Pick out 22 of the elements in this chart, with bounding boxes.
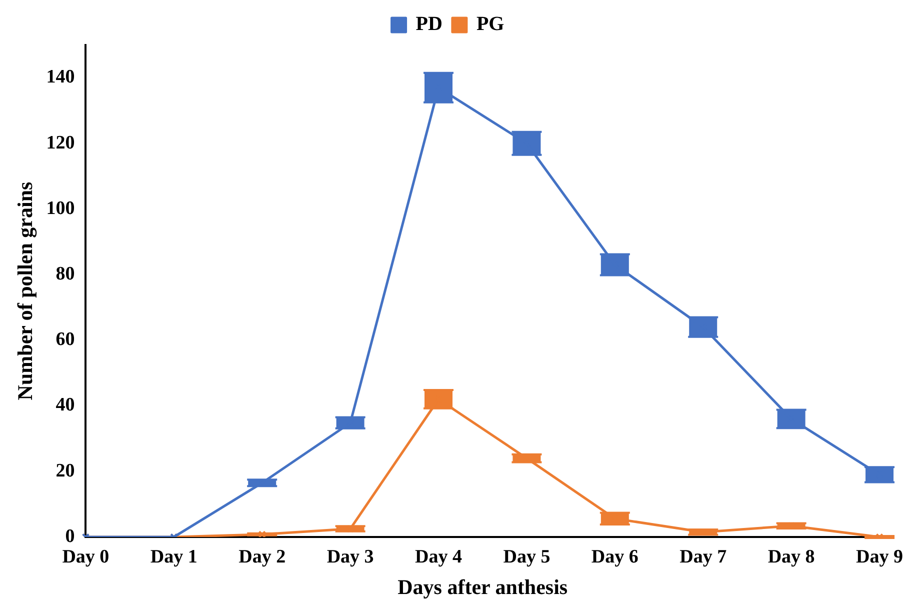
x-tick-label: Day 6 <box>591 546 638 568</box>
x-tick-label: Day 7 <box>680 546 728 568</box>
x-tick-label: Day 2 <box>238 546 286 568</box>
x-tick-label: Day 4 <box>415 546 462 568</box>
x-tick-label: Day 5 <box>503 546 550 568</box>
y-tick-label: 40 <box>56 394 75 416</box>
x-tick-label: Day 1 <box>150 546 198 568</box>
y-tick-label: 100 <box>46 198 75 219</box>
x-tick-label: Day 0 <box>62 546 110 568</box>
x-tick-label: Day 3 <box>326 546 374 568</box>
y-tick-label: 140 <box>46 66 75 88</box>
y-tick-label: 80 <box>56 264 75 285</box>
y-tick-label: 60 <box>56 329 75 350</box>
x-tick-label: Day 8 <box>768 546 815 568</box>
x-axis-title: Days after anthesis <box>398 574 568 599</box>
legend-label: PG <box>476 13 505 36</box>
y-tick-label: 20 <box>56 460 75 482</box>
y-tick-label: 0 <box>65 526 75 547</box>
y-tick-label: 120 <box>46 132 75 154</box>
x-tick-label: Day 9 <box>856 546 904 568</box>
legend-label: PD <box>416 13 442 36</box>
y-axis-title: Number of pollen grains <box>13 182 38 400</box>
